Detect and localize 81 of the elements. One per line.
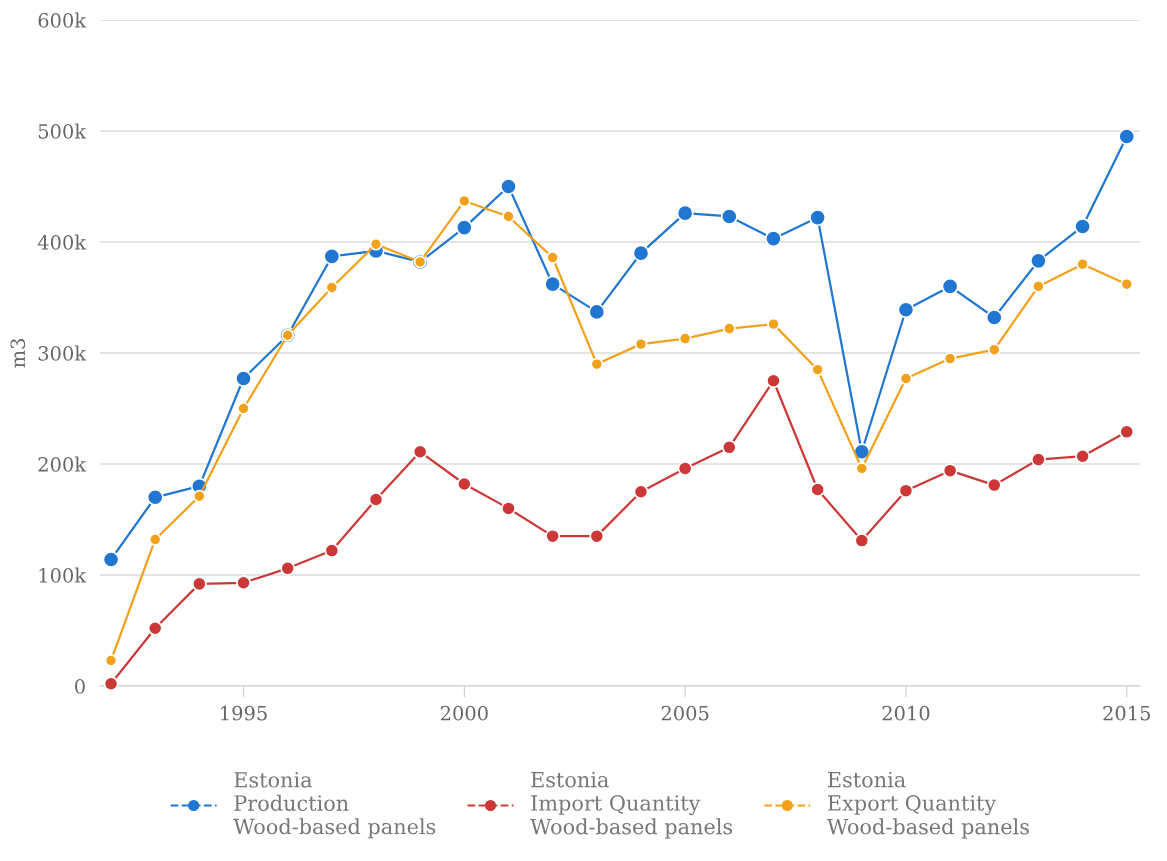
point — [589, 528, 605, 544]
x-tick-label: 2005 — [661, 705, 709, 721]
point — [236, 575, 251, 591]
y-tick-label: 500k — [38, 123, 87, 139]
point — [456, 476, 472, 492]
point — [1075, 448, 1091, 464]
point — [720, 207, 738, 225]
point — [633, 484, 649, 500]
point — [941, 277, 959, 295]
point — [102, 550, 120, 568]
x-tick-label: 1995 — [221, 705, 267, 721]
point — [545, 528, 561, 544]
point — [546, 251, 560, 264]
point — [678, 332, 692, 345]
point — [412, 444, 428, 460]
point — [147, 620, 163, 636]
point — [1032, 280, 1045, 293]
point — [810, 482, 826, 497]
point — [457, 194, 471, 208]
point — [766, 373, 781, 389]
legend-label: Estonia Import Quantity Wood-based panels — [530, 771, 733, 839]
point — [1074, 217, 1092, 235]
point — [544, 275, 562, 293]
point — [280, 560, 296, 576]
point — [1076, 257, 1089, 271]
point — [324, 543, 340, 559]
y-tick-label: 400k — [37, 234, 87, 250]
point — [192, 489, 206, 503]
point — [455, 219, 473, 237]
point — [501, 500, 516, 516]
point — [1119, 424, 1135, 440]
x-tick-label: 2000 — [440, 705, 488, 721]
point — [899, 372, 913, 385]
point — [1120, 277, 1134, 291]
point — [104, 654, 118, 667]
y-tick-label: 600k — [38, 12, 87, 28]
y-axis-title: m3 — [10, 339, 26, 368]
point — [943, 352, 957, 365]
point — [764, 230, 782, 248]
point — [721, 439, 737, 455]
point — [323, 247, 341, 265]
y-tick-label: 300k — [38, 345, 87, 361]
point — [985, 309, 1003, 326]
point — [811, 363, 825, 377]
x-tick-label: 2010 — [882, 705, 930, 721]
point — [634, 337, 648, 351]
point — [191, 576, 207, 592]
point — [677, 461, 693, 476]
point — [676, 204, 694, 222]
point — [987, 343, 1001, 357]
point — [500, 178, 517, 195]
point — [722, 322, 736, 335]
y-tick-label: 0 — [75, 678, 85, 694]
legend-label: Estonia Production Wood-based panels — [233, 772, 436, 839]
point — [235, 370, 252, 388]
point — [237, 402, 250, 415]
point — [898, 483, 914, 499]
point — [854, 533, 870, 549]
point — [325, 281, 339, 294]
point — [1029, 252, 1047, 270]
point — [986, 477, 1002, 493]
point — [809, 209, 827, 227]
point — [632, 244, 650, 262]
point — [1118, 128, 1136, 146]
y-tick-label: 200k — [38, 456, 87, 472]
point — [767, 317, 780, 331]
point — [942, 463, 958, 479]
point — [369, 237, 383, 251]
point — [1030, 452, 1046, 467]
y-tick-label: 100k — [39, 567, 87, 583]
point — [590, 357, 604, 371]
point — [368, 492, 384, 507]
point — [148, 533, 162, 546]
legend-label: Estonia Export Quantity Wood-based panels — [826, 771, 1029, 839]
x-tick-label: 2015 — [1103, 705, 1150, 721]
point — [146, 488, 164, 506]
point — [502, 210, 515, 223]
point — [855, 462, 869, 475]
point — [897, 301, 915, 319]
point — [103, 676, 119, 692]
point — [588, 303, 606, 321]
